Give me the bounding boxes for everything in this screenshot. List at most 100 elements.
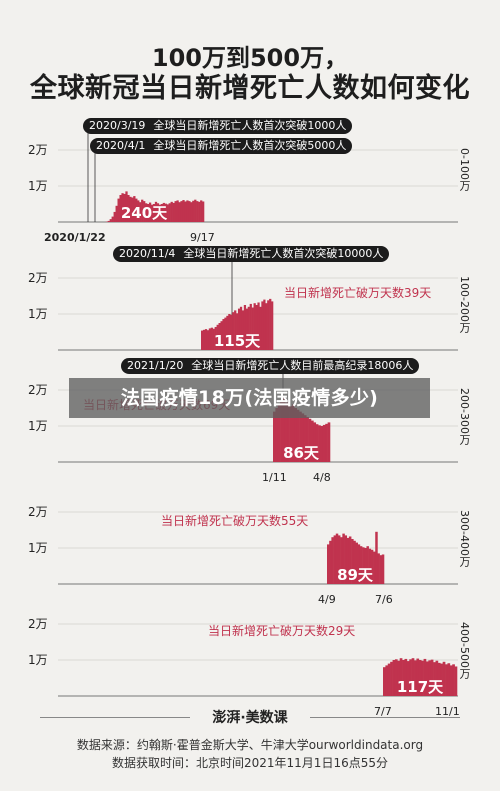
bar-2-14 <box>228 314 231 350</box>
bar-5-2 <box>387 663 391 696</box>
bar-4-1 <box>329 540 332 584</box>
bar-2-19 <box>237 308 241 350</box>
bar-5-3 <box>390 661 393 696</box>
bar-4-19 <box>368 548 372 584</box>
bar-4-12 <box>353 540 356 584</box>
bar-1-49 <box>184 201 187 222</box>
range-label: 100-200万 <box>458 276 471 333</box>
days-label: 115天 <box>213 332 261 350</box>
bar-4-5 <box>337 535 341 584</box>
bar-3-0 <box>273 411 276 462</box>
bar-3-18 <box>315 424 319 462</box>
bar-1-35 <box>156 203 160 222</box>
brand-logo: 澎湃·美数课 <box>212 710 288 726</box>
chart-svg <box>58 511 458 585</box>
bar-2-22 <box>243 305 247 350</box>
bar-5-20 <box>430 659 434 696</box>
bar-2-30 <box>259 306 262 350</box>
bar-4-10 <box>348 536 352 584</box>
bar-3-8 <box>292 404 295 462</box>
bar-2-1 <box>202 329 206 350</box>
bar-4-4 <box>335 533 339 584</box>
bar-2-13 <box>226 315 229 350</box>
x-start-label: 4/9 <box>318 593 336 606</box>
chart-panel-1: 2万 1万 0-100万 2020/3/19 全球当日新增死亡人数首次突破1000人 20… <box>0 118 500 244</box>
bar-4-24 <box>379 555 383 584</box>
bar-1-54 <box>194 199 197 222</box>
bar-1-29 <box>145 203 148 222</box>
range-label: 300-400万 <box>458 510 471 567</box>
bar-5-12 <box>411 658 415 696</box>
y-tick-label: 1万 <box>28 419 48 433</box>
bar-3-12 <box>301 413 305 462</box>
footer-divider-right <box>310 717 460 718</box>
bar-1-42 <box>170 201 173 222</box>
bar-5-7 <box>399 658 403 696</box>
bar-2-6 <box>212 328 215 350</box>
title-line-1: 100万到500万， <box>151 44 349 72</box>
bar-2-36 <box>271 301 274 350</box>
bar-4-21 <box>373 551 376 584</box>
callout-text: 全球当日新增死亡人数目前最高纪录18006人 <box>191 359 414 372</box>
bar-5-22 <box>435 660 439 696</box>
bar-2-10 <box>220 321 223 350</box>
callout-text: 全球当日新增死亡人数首次突破1000人 <box>153 119 347 132</box>
bar-5-9 <box>404 658 408 696</box>
bar-1-12 <box>111 216 114 222</box>
bar-5-28 <box>449 665 453 696</box>
bar-4-17 <box>364 548 367 584</box>
bar-2-2 <box>204 329 208 350</box>
bar-1-15 <box>117 198 120 222</box>
bar-1-44 <box>174 201 177 222</box>
bar-5-17 <box>423 658 427 696</box>
days-label: 89天 <box>337 566 373 584</box>
bar-3-9 <box>294 408 298 462</box>
bar-5-6 <box>397 660 401 696</box>
bar-1-56 <box>198 201 201 222</box>
bar-2-3 <box>206 330 210 350</box>
source-text: 数据来源：约翰斯·霍普金斯大学、牛津大学ourworldindata.org <box>76 738 424 752</box>
bar-3-10 <box>296 409 300 462</box>
bar-1-52 <box>190 202 193 222</box>
bar-1-55 <box>196 201 199 222</box>
bar-1-27 <box>141 199 144 222</box>
bar-4-25 <box>381 554 385 584</box>
bar-5-29 <box>452 664 455 696</box>
bar-4-13 <box>355 542 358 584</box>
bar-1-46 <box>178 202 181 222</box>
bar-2-4 <box>208 328 212 350</box>
bar-1-23 <box>133 196 136 222</box>
bar-2-34 <box>267 300 270 350</box>
y-tick-label: 2万 <box>28 505 48 519</box>
bar-5-16 <box>421 660 424 696</box>
bar-2-11 <box>222 319 225 350</box>
bar-4-2 <box>331 537 334 584</box>
bar-1-50 <box>186 200 189 222</box>
bar-4-6 <box>340 537 343 584</box>
bar-5-10 <box>406 661 410 696</box>
bar-4-16 <box>362 547 365 584</box>
bar-5-25 <box>442 661 446 696</box>
bar-2-5 <box>210 327 213 350</box>
bar-2-21 <box>241 310 245 350</box>
bar-4-20 <box>370 549 374 584</box>
bar-2-32 <box>263 299 266 350</box>
bar-1-30 <box>146 204 150 222</box>
callout-badge: 2020/11/4 全球当日新增死亡人数首次突破10000人 <box>113 246 390 262</box>
bar-3-22 <box>325 423 328 462</box>
callout-date: 2020/4/1 <box>96 139 146 152</box>
bar-1-13 <box>113 211 116 222</box>
bar-1-17 <box>121 193 124 222</box>
bar-2-33 <box>265 303 268 350</box>
callout-badge: 2020/4/1 全球当日新增死亡人数首次突破5000人 <box>90 138 353 154</box>
bar-1-24 <box>135 198 138 222</box>
bar-5-24 <box>440 663 443 696</box>
bar-1-31 <box>148 202 152 222</box>
bar-4-22 <box>375 531 378 584</box>
overlay-banner: 法国疫情18万(法国疫情多少) <box>69 378 430 418</box>
bar-1-21 <box>129 196 132 222</box>
bar-5-13 <box>414 660 417 696</box>
chart-svg <box>58 623 458 697</box>
callout-text: 全球当日新增死亡人数首次突破10000人 <box>183 247 384 260</box>
callout-date: 2020/3/19 <box>89 119 146 132</box>
